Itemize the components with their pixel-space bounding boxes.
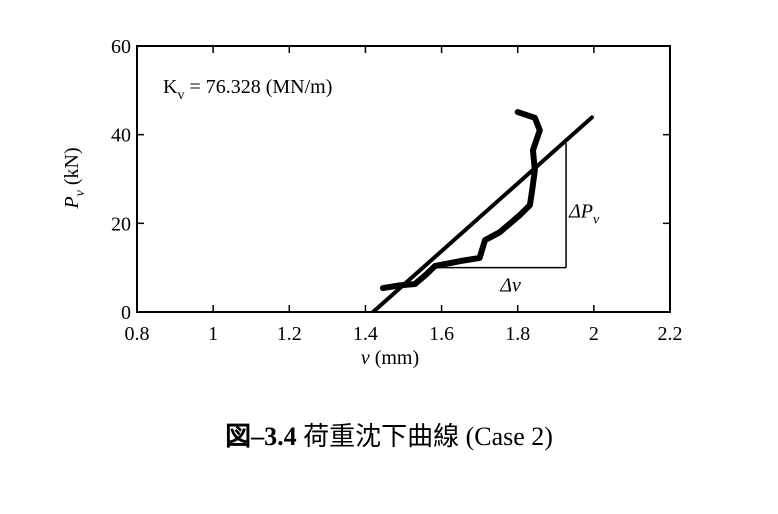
x-tick-label: 0.8 (125, 323, 150, 345)
annotation-rest: = 76.328 (MN/m) (184, 76, 332, 98)
y-tick-label: 40 (111, 125, 131, 147)
y-tick-label: 60 (111, 36, 131, 58)
caption-text: 荷重沈下曲線 (Case 2) (297, 422, 553, 451)
y-label-sub: v (73, 189, 88, 196)
y-tick-label: 0 (121, 302, 131, 324)
caption-number: 図–3.4 (225, 422, 297, 451)
y-axis-label: Pv (kN) (61, 147, 88, 209)
x-tick-label: 1.4 (353, 323, 378, 345)
annotation-main: K (163, 76, 178, 98)
x-tick-label: 1.8 (505, 323, 530, 345)
delta-y-label: ΔPv (568, 200, 600, 227)
x-tick-label: 1 (208, 323, 218, 345)
fit-line (371, 115, 594, 312)
x-tick-label: 1.6 (429, 323, 454, 345)
y-label-main: P (61, 196, 83, 209)
x-label-main: v (361, 347, 370, 369)
plot-frame (136, 45, 671, 313)
caption: 図–3.4 荷重沈下曲線 (Case 2) (225, 422, 553, 451)
x-label-rest: (mm) (370, 347, 419, 369)
x-axis-label: v (mm) (361, 347, 419, 369)
y-tick-label: 20 (111, 213, 131, 235)
delta-x-text: Δv (499, 275, 521, 297)
delta-y-sub: v (593, 212, 600, 227)
x-tick-label: 2 (589, 323, 599, 345)
delta-x-label: Δv (499, 275, 521, 297)
x-tick-label: 1.2 (277, 323, 302, 345)
delta-y-text: ΔP (568, 200, 593, 222)
x-tick-label: 2.2 (658, 323, 683, 345)
y-label-rest: (kN) (61, 147, 83, 190)
annotation-sub: v (177, 88, 184, 103)
data-line (379, 109, 543, 292)
annotation: Kv = 76.328 (MN/m) (163, 76, 332, 103)
